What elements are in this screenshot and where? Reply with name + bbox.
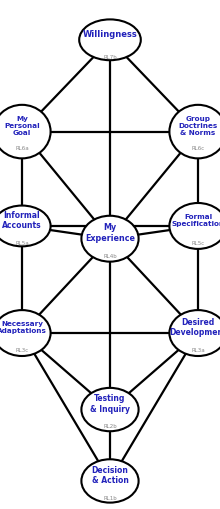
Text: RL5c: RL5c xyxy=(191,240,205,245)
Text: Willingness: Willingness xyxy=(83,30,137,39)
Text: Necessary
Adaptations: Necessary Adaptations xyxy=(0,320,47,333)
Text: RL6c: RL6c xyxy=(191,146,205,151)
Text: RL4b: RL4b xyxy=(103,253,117,258)
Ellipse shape xyxy=(169,310,220,356)
Ellipse shape xyxy=(81,388,139,431)
Text: My
Personal
Goal: My Personal Goal xyxy=(4,116,40,136)
Text: RL3a: RL3a xyxy=(191,347,205,352)
Ellipse shape xyxy=(169,204,220,249)
Text: Group
Doctrines
& Norms: Group Doctrines & Norms xyxy=(178,116,218,136)
Ellipse shape xyxy=(79,20,141,61)
Ellipse shape xyxy=(0,206,51,247)
Ellipse shape xyxy=(0,310,51,356)
Text: Testing
& Inquiry: Testing & Inquiry xyxy=(90,393,130,413)
Text: RL2b: RL2b xyxy=(103,423,117,429)
Text: RL5a: RL5a xyxy=(15,240,29,245)
Text: Informal
Accounts: Informal Accounts xyxy=(2,210,42,230)
Text: Decision
& Action: Decision & Action xyxy=(92,465,128,484)
Text: My
Experience: My Experience xyxy=(85,223,135,242)
Ellipse shape xyxy=(81,459,139,503)
Ellipse shape xyxy=(0,105,51,159)
Ellipse shape xyxy=(81,216,139,262)
Text: RL1b: RL1b xyxy=(103,495,117,500)
Text: RL6a: RL6a xyxy=(15,146,29,151)
Text: Desired
Development: Desired Development xyxy=(169,317,220,336)
Text: RL7b: RL7b xyxy=(103,54,117,60)
Ellipse shape xyxy=(169,105,220,159)
Text: RL3c: RL3c xyxy=(15,347,29,352)
Text: Formal
Specification: Formal Specification xyxy=(171,213,220,227)
